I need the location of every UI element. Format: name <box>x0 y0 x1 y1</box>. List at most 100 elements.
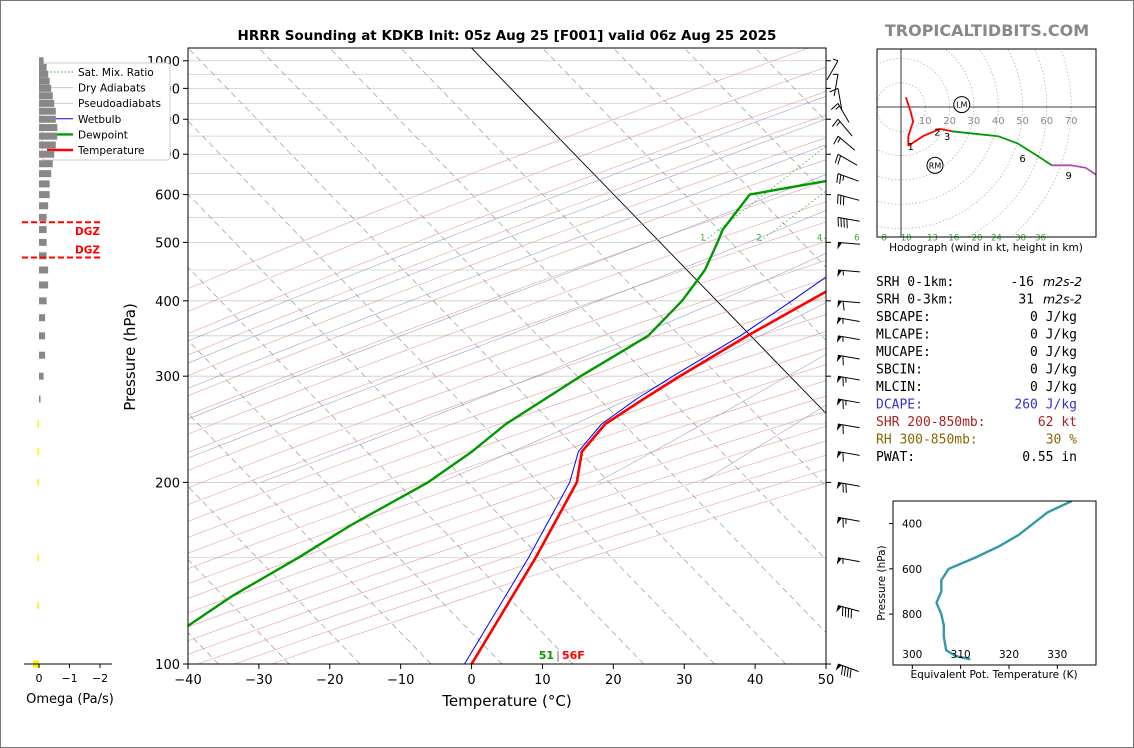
barb-flag <box>843 666 847 676</box>
omega-bar <box>39 252 47 260</box>
barb-half-flag <box>836 121 841 126</box>
hodo-height-label: 6 <box>1019 154 1025 165</box>
omega-bar <box>37 602 39 610</box>
stat-value: 260 J/kg <box>1014 398 1077 413</box>
wind-barb <box>832 73 839 96</box>
hodo-trace <box>951 130 1053 167</box>
isotherm <box>0 48 6 664</box>
omega-bar <box>39 170 52 178</box>
omega-bar <box>39 150 55 158</box>
barb-pennant <box>836 557 842 565</box>
wind-barbs <box>826 58 860 678</box>
stat-value: 0.55 in <box>1022 450 1077 465</box>
hodograph-caption: Hodograph (wind in kt, height in km) <box>889 242 1083 254</box>
skewt-axes: 1002003004005006007008009001000−40−30−20… <box>147 55 834 688</box>
barb-staff <box>837 88 843 111</box>
legend-label: Sat. Mix. Ratio <box>78 67 154 79</box>
barb-pennant <box>837 269 842 277</box>
hodo-trace <box>905 97 915 146</box>
barb-staff <box>837 375 860 381</box>
moist-adiabat <box>188 174 826 420</box>
background-lines <box>0 48 1134 664</box>
hodo-ring-label: 40 <box>992 116 1005 127</box>
omega-bar <box>39 70 49 78</box>
surface-temperature: 56F <box>562 649 585 662</box>
dry-adiabat <box>197 454 826 664</box>
barb-flag <box>839 174 842 184</box>
legend-label: Dewpoint <box>78 129 128 141</box>
omega-bar <box>39 92 53 100</box>
y-tick-label: 300 <box>155 370 180 385</box>
mixing-ratio-line <box>1041 48 1134 242</box>
dry-adiabat <box>188 296 826 522</box>
barb-staff <box>837 241 860 245</box>
x-axis-label: Temperature (°C) <box>441 692 571 710</box>
isotherm <box>188 120 715 664</box>
omega-bar <box>39 213 47 221</box>
isotherm <box>188 193 644 664</box>
mixing-ratio-label: 24 <box>991 233 1002 243</box>
y-tick-label: 200 <box>155 476 180 491</box>
legend-label: Pseudoadiabats <box>78 98 161 110</box>
barb-flag <box>829 87 839 93</box>
barb-flag <box>841 665 844 675</box>
barb-half-flag <box>833 58 839 62</box>
theta-e-y-tick-label: 400 <box>902 519 922 531</box>
mixing-ratio-label: 10 <box>901 233 912 243</box>
barb-staff <box>837 398 860 404</box>
stat-label: SBCAPE: <box>876 310 931 325</box>
wind-barb <box>837 269 860 277</box>
wind-barb <box>836 557 860 565</box>
storm-motion-label: LM <box>956 101 967 110</box>
barb-half-flag <box>835 105 840 110</box>
barb-staff <box>837 451 860 456</box>
wind-barb <box>834 153 858 166</box>
theta-e-ylabel: Pressure (hPa) <box>876 545 888 620</box>
omega-bar <box>37 420 39 428</box>
dry-adiabat <box>188 395 826 614</box>
barb-staff <box>837 153 858 166</box>
omega-bar <box>39 238 47 246</box>
theta-e-x-tick-label: 300 <box>902 649 922 661</box>
x-tick-label: 20 <box>605 673 622 688</box>
barb-flag <box>842 301 845 311</box>
isotherm <box>188 339 503 664</box>
legend-label: Wetbulb <box>78 114 122 126</box>
hodo-ring-label: 10 <box>919 116 932 127</box>
legend-label: Temperature <box>77 145 145 157</box>
stat-value: 62 kt <box>1038 415 1077 430</box>
watermark: TROPICALTIDBITS.COM <box>885 21 1089 40</box>
isotherm <box>188 48 786 664</box>
omega-bar <box>39 115 56 123</box>
barb-pennant <box>837 300 842 308</box>
omega-bar <box>39 132 58 140</box>
omega-bar <box>39 281 49 289</box>
theta-e-x-tick-label: 320 <box>999 649 1019 661</box>
skewt-panel: 1002003004005006007008009001000−40−30−20… <box>0 47 1134 710</box>
barb-staff <box>837 335 860 341</box>
storm-motion-marker <box>953 96 971 114</box>
hodo-trace <box>1051 164 1096 176</box>
mixing-ratio-label: 13 <box>927 233 938 243</box>
omega-bar <box>39 297 47 305</box>
barb-pennant <box>836 317 842 325</box>
omega-bar <box>39 124 58 132</box>
dry-adiabat <box>188 221 826 453</box>
wind-barb <box>826 58 839 81</box>
stat-label: PWAT: <box>876 450 915 465</box>
chart-title: HRRR Sounding at KDKB Init: 05z Aug 25 [… <box>238 28 777 44</box>
omega-bar <box>37 478 39 486</box>
omega-bar <box>39 180 50 188</box>
mixing-ratio-label: 8 <box>882 233 887 243</box>
storm-motion-marker <box>926 156 944 174</box>
hodo-ring-label: 30 <box>968 116 981 127</box>
wind-barb <box>836 451 860 462</box>
moist-adiabat <box>260 252 826 483</box>
y-axis-label: Pressure (hPa) <box>121 303 139 411</box>
barb-flag <box>831 118 839 127</box>
stat-value: 31 <box>1018 293 1034 308</box>
barb-half-flag <box>842 175 845 181</box>
stat-label: SRH 0-1km: <box>876 275 954 290</box>
wind-barb <box>836 354 860 366</box>
dry-adiabat <box>188 159 826 397</box>
